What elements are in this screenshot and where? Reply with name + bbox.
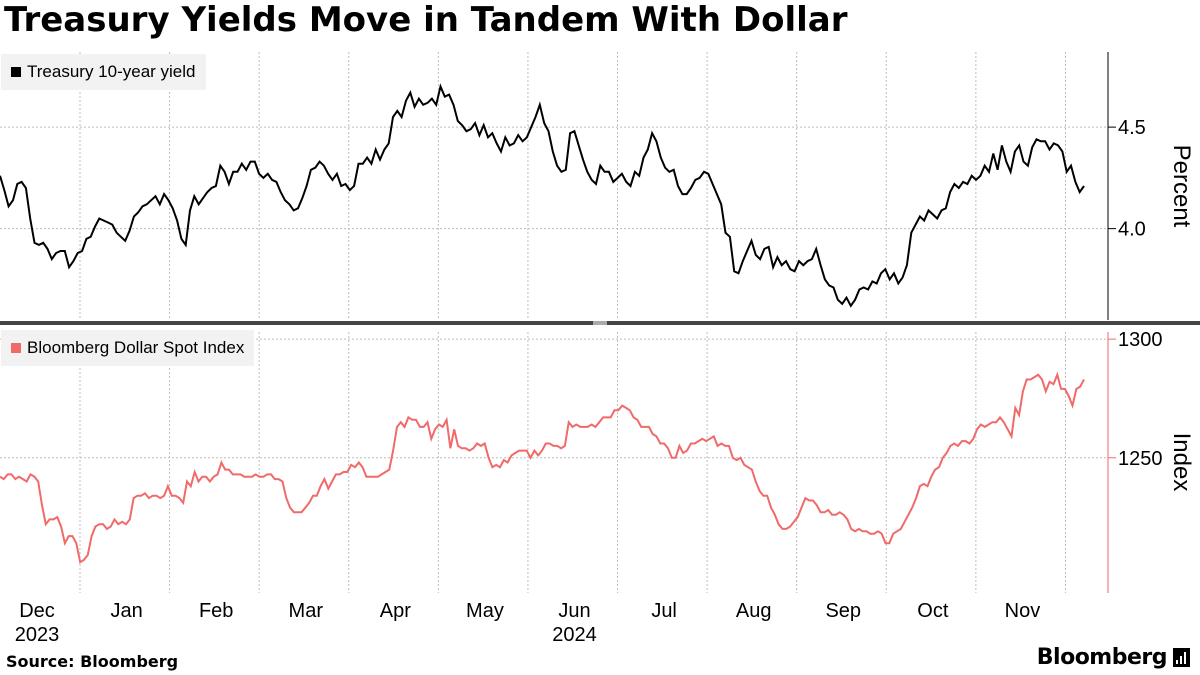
x-axis-labels: Dec Jan Feb Mar Apr May Jun Jul Aug Sep Oct Nov 2023… [15,600,1040,646]
x-month-label: Jan [110,600,142,622]
x-year-label: 2024 [552,624,597,646]
y-tick-label: 4.5 [1118,117,1146,139]
x-month-label: Aug [736,600,772,622]
x-year-label: 2023 [15,624,60,646]
legend-swatch-black-icon [11,67,21,77]
bottom-y-ticks: 1250 1300 [1108,329,1163,470]
y-tick-label: 1300 [1118,329,1163,351]
x-month-label: Nov [1005,600,1041,622]
x-month-label: Feb [199,600,233,622]
x-month-label: Jun [558,600,590,622]
chart-title: Treasury Yields Move in Tandem With Doll… [4,0,848,40]
legend-treasury-label: Treasury 10-year yield [27,62,196,81]
bottom-y-axis-title: Index [1168,433,1195,492]
x-month-label: Oct [917,600,949,622]
top-y-ticks: 4.0 4.5 [1108,117,1146,241]
legend-dollar-label: Bloomberg Dollar Spot Index [27,338,245,357]
top-panel-grid [0,126,1108,230]
legend-treasury: Treasury 10-year yield [1,54,206,90]
x-month-label: Apr [380,600,411,622]
legend-dollar: Bloomberg Dollar Spot Index [1,330,255,366]
x-month-label: Mar [289,600,324,622]
legend-swatch-red-icon [11,343,21,353]
x-month-label: Dec [19,600,55,622]
y-tick-label: 4.0 [1118,219,1146,241]
vertical-gridlines [79,52,1066,593]
dollar-index-line [0,371,1085,564]
bloomberg-logo: Bloomberg [1037,645,1190,670]
y-tick-label: 1250 [1118,448,1163,470]
x-month-label: May [466,600,504,622]
top-y-axis-title: Percent [1168,145,1195,228]
source-note: Source: Bloomberg [6,652,179,671]
bloomberg-bars-icon [1173,648,1190,667]
x-month-label: Sep [825,600,861,622]
brand-wordmark: Bloomberg [1036,645,1168,670]
panel-divider-grip [593,321,607,325]
treasury-yield-line [0,83,1085,308]
x-month-label: Jul [651,600,677,622]
